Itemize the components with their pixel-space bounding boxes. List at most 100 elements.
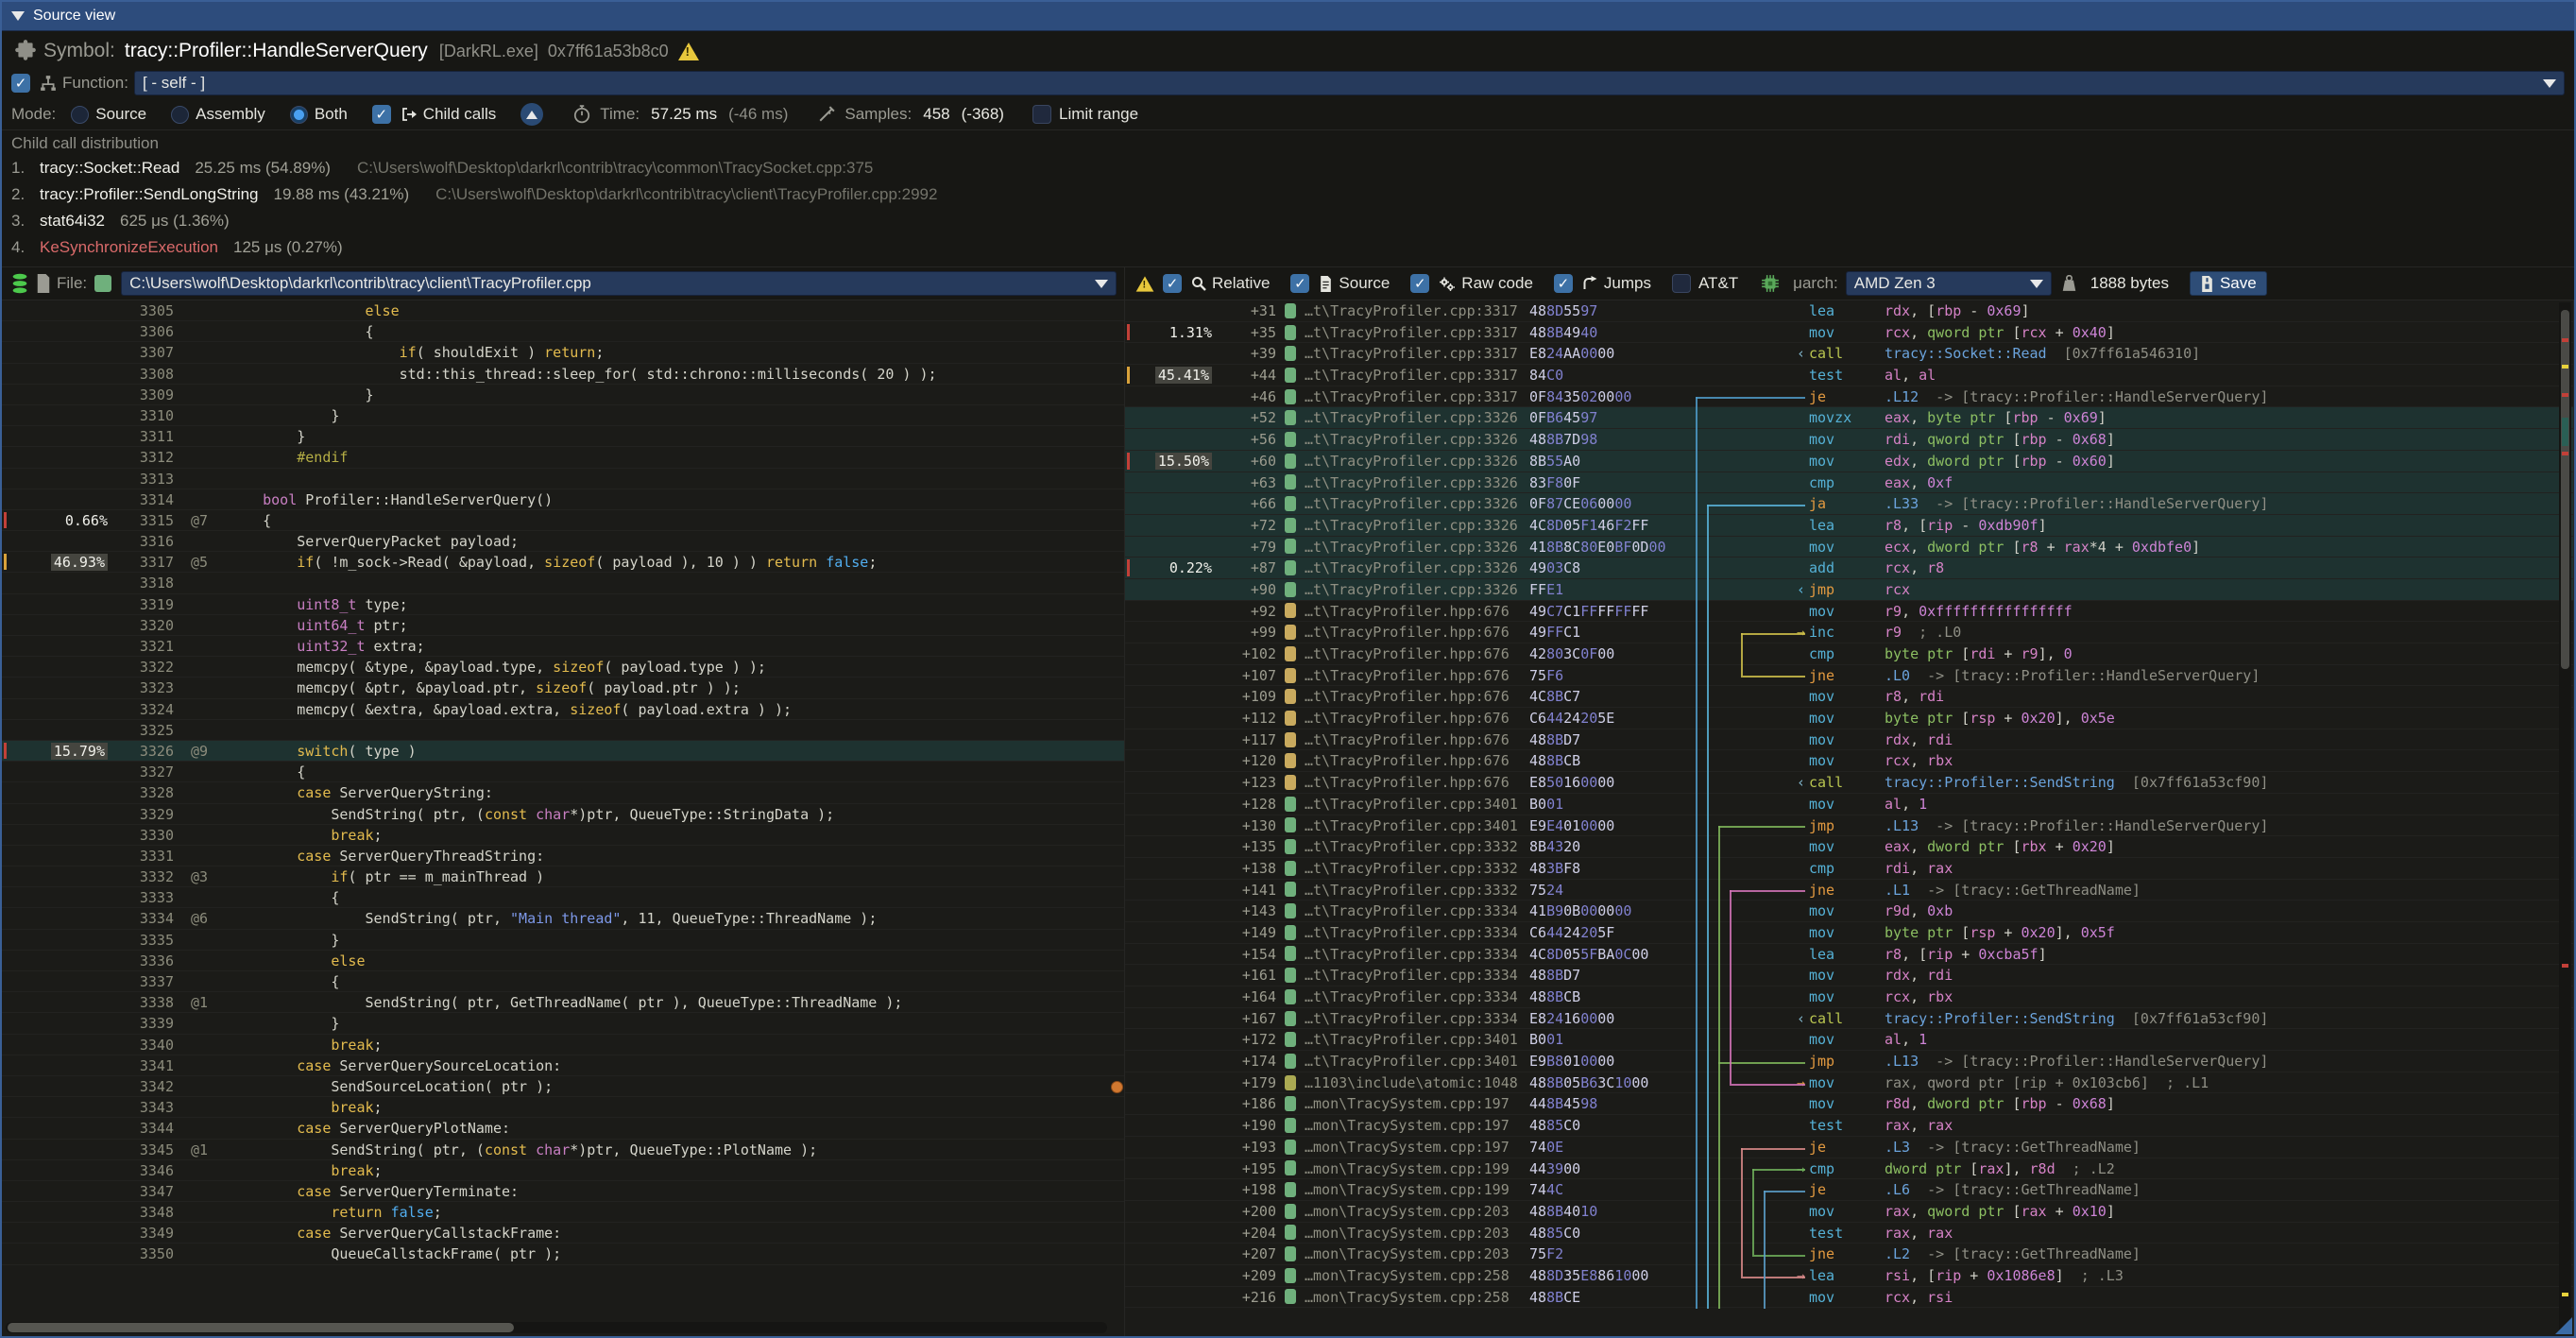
source-row[interactable]: 3346 break; (2, 1160, 1124, 1181)
source-row[interactable]: 3306 { (2, 321, 1124, 343)
source-row[interactable]: 3320 uint64_t ptr; (2, 615, 1124, 636)
asm-row[interactable]: +138 …t\TracyProfiler.cpp:3332 483BF8 cmp rd… (1125, 858, 2573, 880)
source-row[interactable]: 3329 SendString( ptr, (const char*)ptr, … (2, 804, 1124, 825)
title-bar[interactable]: Source view (2, 2, 2574, 31)
ccd-item[interactable]: 3. stat64i32 625 μs (1.36%) (11, 212, 230, 230)
asm-row[interactable]: +79 …t\TracyProfiler.cpp:3326 418B8C80E0BF… (1125, 536, 2573, 558)
asm-row[interactable]: +198 …mon\TracySystem.cpp:199 744C je .L6 ->… (1125, 1179, 2573, 1201)
asm-row[interactable]: +46 …t\TracyProfiler.cpp:3317 0F8435020000… (1125, 386, 2573, 408)
asm-row[interactable]: +174 …t\TracyProfiler.cpp:3401 E9B8010000 j… (1125, 1051, 2573, 1072)
asm-row[interactable]: 15.50% +60 …t\TracyProfiler.cpp:3326 8B55A0… (1125, 450, 2573, 472)
asm-row[interactable]: +186 …mon\TracySystem.cpp:197 448B4598 mov r… (1125, 1093, 2573, 1116)
splitter-grip[interactable] (1111, 1081, 1123, 1093)
source-row[interactable]: 3327 { (2, 762, 1124, 783)
source-row[interactable]: 3340 break; (2, 1035, 1124, 1055)
child-calls-checkbox[interactable]: ✓ Child calls (371, 105, 496, 124)
source-checkbox[interactable]: ✓ Source (1290, 274, 1390, 293)
warning-icon[interactable] (677, 42, 699, 60)
asm-row[interactable]: +141 …t\TracyProfiler.cpp:3332 7524 jne .L1 … (1125, 880, 2573, 901)
asm-row[interactable]: +112 …t\TracyProfiler.hpp:676 C64424205E mo… (1125, 708, 2573, 729)
source-row[interactable]: 3339 } (2, 1013, 1124, 1035)
assembly-vertical-scrollbar[interactable] (2559, 302, 2571, 1334)
source-row[interactable]: 3337 { (2, 971, 1124, 993)
source-row[interactable]: 3308 std::this_thread::sleep_for( std::c… (2, 364, 1124, 385)
mode-radio-both[interactable]: Both (289, 105, 348, 124)
file-select[interactable]: C:\Users\wolf\Desktop\darkrl\contrib\tra… (121, 271, 1117, 296)
asm-row[interactable]: +154 …t\TracyProfiler.cpp:3334 4C8D055FBA0… (1125, 944, 2573, 966)
source-row[interactable]: 3325 (2, 720, 1124, 741)
att-checkbox[interactable]: ✓ AT&T (1671, 274, 1738, 293)
asm-row[interactable]: +92 …t\TracyProfiler.hpp:676 49C7C1FFFFFFF… (1125, 601, 2573, 623)
source-row[interactable]: 15.79% 3326 @9 switch( type ) (2, 740, 1124, 763)
asm-row[interactable]: +99 …t\TracyProfiler.hpp:676 49FFC1 → inc r9 … (1125, 622, 2573, 643)
source-row[interactable]: 3344 case ServerQueryPlotName: (2, 1118, 1124, 1140)
collapse-icon[interactable] (11, 11, 25, 21)
asm-row[interactable]: 45.41% +44 …t\TracyProfiler.cpp:3317 84C0 te… (1125, 365, 2573, 386)
source-row[interactable]: 3316 ServerQueryPacket payload; (2, 531, 1124, 553)
scrollbar-thumb[interactable] (2561, 310, 2569, 669)
asm-row[interactable]: +195 …mon\TracySystem.cpp:199 443900 → cmp dw… (1125, 1158, 2573, 1180)
jumps-checkbox[interactable]: ✓ Jumps (1553, 274, 1651, 293)
asm-row[interactable]: +143 …t\TracyProfiler.cpp:3334 41B90B00000… (1125, 901, 2573, 922)
source-row[interactable]: 3310 } (2, 405, 1124, 427)
asm-row[interactable]: +164 …t\TracyProfiler.cpp:3334 488BCB mov rc… (1125, 986, 2573, 1008)
source-row[interactable]: 3307 if( shouldExit ) return; (2, 342, 1124, 364)
asm-row[interactable]: +130 …t\TracyProfiler.cpp:3401 E9E4010000 j… (1125, 815, 2573, 837)
asm-row[interactable]: +172 …t\TracyProfiler.cpp:3401 B001 mov al, … (1125, 1029, 2573, 1052)
source-row[interactable]: 3348 return false; (2, 1202, 1124, 1224)
source-row[interactable]: 3336 else (2, 951, 1124, 971)
asm-row[interactable]: +107 …t\TracyProfiler.hpp:676 75F6 jne .L0 -… (1125, 665, 2573, 687)
asm-row[interactable]: +179 …1103\include\atomic:1048 488B05B63C1… (1125, 1072, 2573, 1094)
asm-row[interactable]: +167 …t\TracyProfiler.cpp:3334 E824160000 ‹… (1125, 1008, 2573, 1030)
source-row[interactable]: 3335 } (2, 930, 1124, 951)
propagate-up-button[interactable] (520, 103, 544, 126)
asm-row[interactable]: +102 …t\TracyProfiler.hpp:676 42803C0F00 cm… (1125, 643, 2573, 665)
source-row[interactable]: 3314 bool Profiler::HandleServerQuery() (2, 489, 1124, 510)
raw-code-checkbox[interactable]: ✓ Raw code (1410, 274, 1533, 293)
asm-row[interactable]: +190 …mon\TracySystem.cpp:197 4885C0 test ra… (1125, 1115, 2573, 1137)
mode-radio-assembly[interactable]: Assembly (171, 105, 265, 124)
save-button[interactable]: Save (2189, 271, 2267, 296)
source-row[interactable]: 3318 (2, 573, 1124, 594)
source-row[interactable]: 3350 QueueCallstackFrame( ptr ); (2, 1244, 1124, 1265)
source-row[interactable]: 3309 } (2, 385, 1124, 405)
function-checkbox[interactable]: ✓ (11, 74, 30, 93)
asm-row[interactable]: +31 …t\TracyProfiler.cpp:3317 488D5597 lea r… (1125, 300, 2573, 322)
source-row[interactable]: 3321 uint32_t extra; (2, 636, 1124, 658)
asm-row[interactable]: +63 …t\TracyProfiler.cpp:3326 83F80F cmp eax… (1125, 472, 2573, 494)
source-row[interactable]: 0.66% 3315 @7 { (2, 510, 1124, 532)
ccd-item[interactable]: 4. KeSynchronizeExecution 125 μs (0.27%) (11, 238, 343, 256)
asm-row[interactable]: +117 …t\TracyProfiler.hpp:676 488BD7 mov rdx… (1125, 729, 2573, 751)
source-row[interactable]: 3312 #endif (2, 447, 1124, 469)
asm-row[interactable]: +204 …mon\TracySystem.cpp:203 4885C0 test ra… (1125, 1223, 2573, 1244)
source-row[interactable]: 3333 { (2, 887, 1124, 909)
uarch-select[interactable]: AMD Zen 3 (1845, 271, 2052, 296)
source-row[interactable]: 3324 memcpy( &extra, &payload.extra, siz… (2, 699, 1124, 720)
asm-row[interactable]: +128 …t\TracyProfiler.cpp:3401 B001 mov al, … (1125, 794, 2573, 815)
asm-row[interactable]: +200 …mon\TracySystem.cpp:203 488B4010 mov r… (1125, 1201, 2573, 1223)
asm-row[interactable]: +90 …t\TracyProfiler.cpp:3326 FFE1 ‹ jmp rcx (1125, 578, 2573, 601)
asm-warning-icon[interactable] (1135, 275, 1154, 292)
asm-row[interactable]: +39 …t\TracyProfiler.cpp:3317 E824AA0000 ‹ c… (1125, 343, 2573, 366)
source-row[interactable]: 3334 @6 SendString( ptr, "Main thread", 1… (2, 908, 1124, 930)
source-row[interactable]: 46.93% 3317 @5 if( !m_sock->Read( &payload… (2, 552, 1124, 574)
ccd-item[interactable]: 2. tracy::Profiler::SendLongString 19.88 m… (11, 185, 938, 203)
limit-range-checkbox[interactable]: ✓Limit range (1032, 105, 1138, 124)
asm-row[interactable]: +56 …t\TracyProfiler.cpp:3326 488B7D98 mov r… (1125, 429, 2573, 451)
asm-row[interactable]: +72 …t\TracyProfiler.cpp:3326 4C8D05F146F2… (1125, 514, 2573, 537)
source-row[interactable]: 3322 memcpy( &type, &payload.type, sizeo… (2, 657, 1124, 678)
source-row[interactable]: 3349 case ServerQueryCallstackFrame: (2, 1223, 1124, 1244)
asm-row[interactable]: +120 …t\TracyProfiler.hpp:676 488BCB mov rcx… (1125, 750, 2573, 773)
asm-row[interactable]: +161 …t\TracyProfiler.cpp:3334 488BD7 mov rd… (1125, 965, 2573, 986)
source-row[interactable]: 3311 } (2, 426, 1124, 448)
source-row[interactable]: 3345 @1 SendString( ptr, (const char*)ptr… (2, 1140, 1124, 1160)
source-row[interactable]: 3347 case ServerQueryTerminate: (2, 1181, 1124, 1203)
source-row[interactable]: 3313 (2, 469, 1124, 489)
ccd-item[interactable]: 1. tracy::Socket::Read 25.25 ms (54.89%) C:… (11, 159, 874, 177)
asm-row[interactable]: +66 …t\TracyProfiler.cpp:3326 0F87CE060000… (1125, 493, 2573, 515)
source-row[interactable]: 3342 SendSourceLocation( ptr ); (2, 1076, 1124, 1098)
source-row[interactable]: 3341 case ServerQuerySourceLocation: (2, 1055, 1124, 1076)
mode-radio-source[interactable]: Source (71, 105, 146, 124)
asm-row[interactable]: +209 …mon\TracySystem.cpp:258 488D35E88610… (1125, 1265, 2573, 1287)
asm-row[interactable]: +123 …t\TracyProfiler.hpp:676 E850160000 ‹ c… (1125, 772, 2573, 794)
